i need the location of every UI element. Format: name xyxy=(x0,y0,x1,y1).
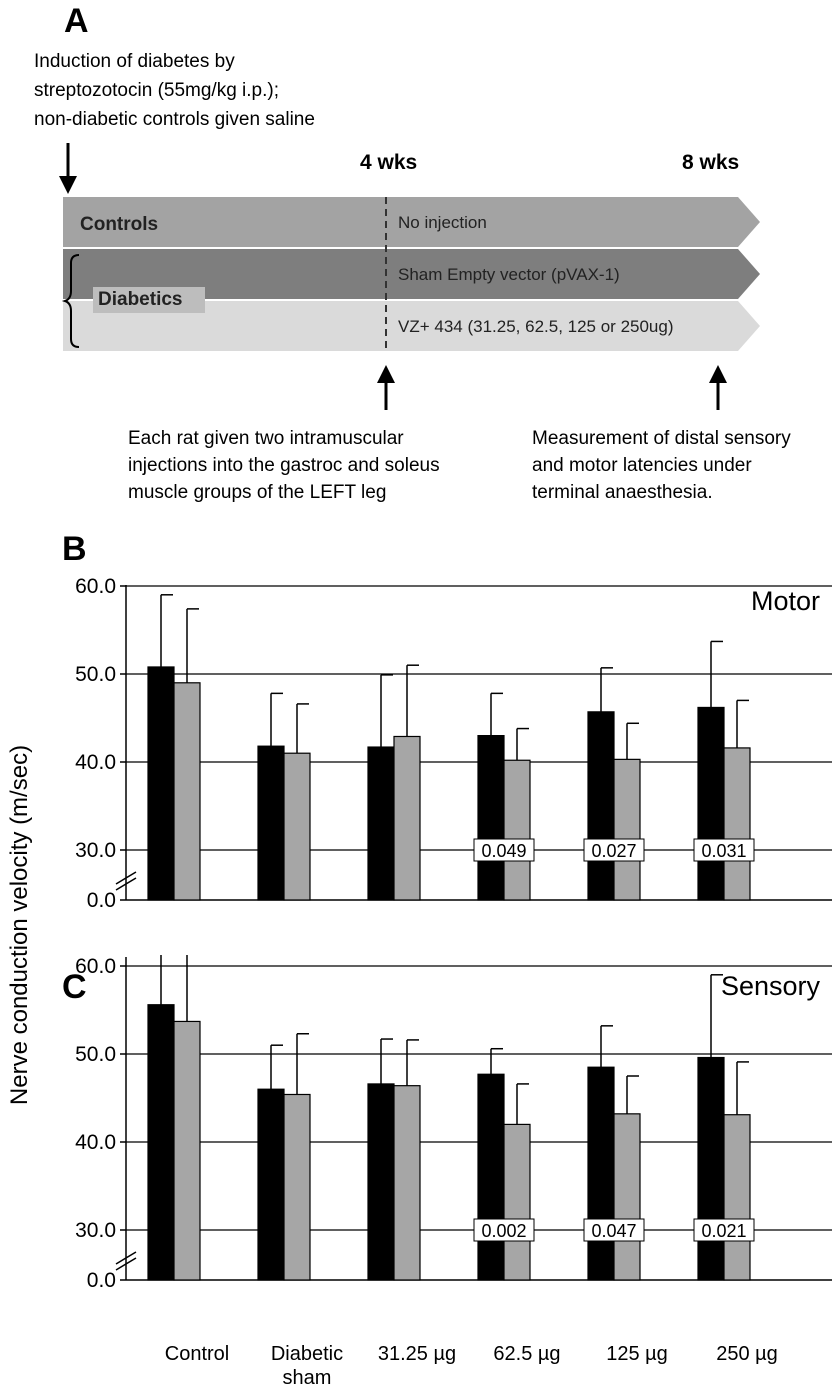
injection-note-line: injections into the gastroc and soleus xyxy=(128,455,440,476)
bar-series-1 xyxy=(587,1066,615,1281)
induction-line: non-diabetic controls given saline xyxy=(34,109,315,130)
x-label-line: Diabetic xyxy=(270,1343,344,1365)
chart-title: Motor xyxy=(751,586,820,616)
injection-arrow xyxy=(377,365,395,410)
x-label-line: 125 µg xyxy=(606,1343,668,1365)
axis-break-mark xyxy=(115,1251,137,1265)
bar-series-1 xyxy=(697,1056,725,1281)
p-value-label: 0.031 xyxy=(701,841,746,861)
bar-series-1 xyxy=(147,1004,175,1281)
bar-series-1 xyxy=(477,735,505,901)
bar-series-1 xyxy=(257,745,285,901)
controls-label: Controls xyxy=(80,214,159,235)
x-label-line: 250 µg xyxy=(716,1343,778,1365)
axis-break-mark xyxy=(115,871,137,885)
p-value-box xyxy=(473,1218,535,1242)
p-value-label: 0.047 xyxy=(591,1221,636,1241)
y-tick-label: 0.0 xyxy=(87,1269,116,1292)
bar-series-2 xyxy=(173,682,201,901)
p-value-box xyxy=(693,1218,755,1242)
diabetics-bracket xyxy=(61,254,80,348)
bar-series-2 xyxy=(173,1020,201,1281)
y-tick-label: 30.0 xyxy=(75,1219,116,1242)
x-label-diabetic-sham: Diabetic sham xyxy=(237,1342,377,1390)
bar-series-2 xyxy=(393,735,421,901)
p-value-box xyxy=(473,838,535,862)
induction-note: Induction of diabetes by streptozotocin … xyxy=(34,47,315,134)
y-tick-label: 50.0 xyxy=(75,1043,116,1066)
week-4-label: 4 wks xyxy=(360,151,418,174)
lane-controls-text: No injection xyxy=(398,213,487,232)
x-label-250: 250 µg xyxy=(677,1342,817,1366)
bar-series-2 xyxy=(283,1093,311,1281)
timeline-diagram xyxy=(59,143,760,410)
axis-break-mark xyxy=(115,877,137,891)
bar-series-1 xyxy=(587,711,615,901)
x-label-line: 31.25 µg xyxy=(377,1343,457,1365)
diabetics-label-box xyxy=(93,287,205,313)
diabetics-label: Diabetics xyxy=(98,289,183,310)
y-tick-label: 40.0 xyxy=(75,1131,116,1154)
lane-sham xyxy=(63,249,760,299)
panel-b-letter: B xyxy=(62,530,87,568)
bar-series-2 xyxy=(613,758,641,901)
axis-break-mark xyxy=(115,1257,137,1271)
x-label-125: 125 µg xyxy=(567,1342,707,1366)
chart-title: Sensory xyxy=(721,971,821,1001)
x-label-line: Control xyxy=(164,1343,230,1365)
bar-series-1 xyxy=(367,746,395,901)
bar-series-2 xyxy=(503,1123,531,1281)
y-tick-label: 30.0 xyxy=(75,839,116,862)
bar-series-2 xyxy=(393,1085,421,1281)
x-label-control: Control xyxy=(127,1342,267,1366)
x-label-line: 62.5 µg xyxy=(493,1343,561,1365)
sensory-chart: 0.0 30.0 40.0 50.0 60.0 Sensory 0.002 0.047 0.02… xyxy=(75,955,832,1292)
induction-line: streptozotocin (55mg/kg i.p.); xyxy=(34,80,279,101)
measurement-arrow xyxy=(709,365,727,410)
injection-note: Each rat given two intramuscular injecti… xyxy=(128,425,440,506)
bar-series-1 xyxy=(367,1083,395,1281)
p-value-box xyxy=(583,838,645,862)
induction-line: Induction of diabetes by xyxy=(34,51,235,72)
bar-series-1 xyxy=(697,706,725,901)
bar-series-1 xyxy=(477,1073,505,1281)
induction-arrow xyxy=(59,143,77,194)
bar-series-2 xyxy=(723,1114,751,1281)
p-value-box xyxy=(583,1218,645,1242)
lane-sham-text: Sham Empty vector (pVAX-1) xyxy=(398,265,620,284)
week-8-label: 8 wks xyxy=(682,151,740,174)
injection-note-line: muscle groups of the LEFT leg xyxy=(128,482,387,503)
p-value-label: 0.049 xyxy=(481,841,526,861)
measurement-note-line: and motor latencies under xyxy=(532,455,752,476)
y-tick-label: 40.0 xyxy=(75,751,116,774)
lane-vz xyxy=(63,301,760,351)
p-value-label: 0.027 xyxy=(591,841,636,861)
y-tick-label: 60.0 xyxy=(75,955,116,978)
p-value-box xyxy=(693,838,755,862)
x-axis-labels: Control Diabetic sham 31.25 µg 62.5 µg 12… xyxy=(0,1342,835,1390)
measurement-note-line: terminal anaesthesia. xyxy=(532,482,713,503)
bar-series-2 xyxy=(723,747,751,901)
x-label-31-25: 31.25 µg xyxy=(347,1342,487,1366)
y-tick-label: 0.0 xyxy=(87,889,116,912)
lane-controls xyxy=(63,197,760,247)
panel-a-letter: A xyxy=(64,2,89,40)
x-label-62-5: 62.5 µg xyxy=(457,1342,597,1366)
motor-chart: 0.0 30.0 40.0 50.0 60.0 Motor 0.049 0.027 0.031 xyxy=(75,575,832,912)
bar-series-1 xyxy=(257,1088,285,1281)
p-value-label: 0.021 xyxy=(701,1221,746,1241)
y-tick-label: 50.0 xyxy=(75,663,116,686)
x-label-line: sham xyxy=(282,1367,332,1389)
panel-c-letter: C xyxy=(62,968,87,1006)
bar-series-2 xyxy=(613,1113,641,1281)
p-value-label: 0.002 xyxy=(481,1221,526,1241)
bar-series-2 xyxy=(503,759,531,901)
y-tick-label: 60.0 xyxy=(75,575,116,598)
bar-series-2 xyxy=(283,752,311,901)
injection-note-line: Each rat given two intramuscular xyxy=(128,428,404,449)
bar-series-1 xyxy=(147,666,175,901)
lane-vz-text: VZ+ 434 (31.25, 62.5, 125 or 250ug) xyxy=(398,317,674,336)
measurement-note: Measurement of distal sensory and motor … xyxy=(532,425,791,506)
measurement-note-line: Measurement of distal sensory xyxy=(532,428,791,449)
